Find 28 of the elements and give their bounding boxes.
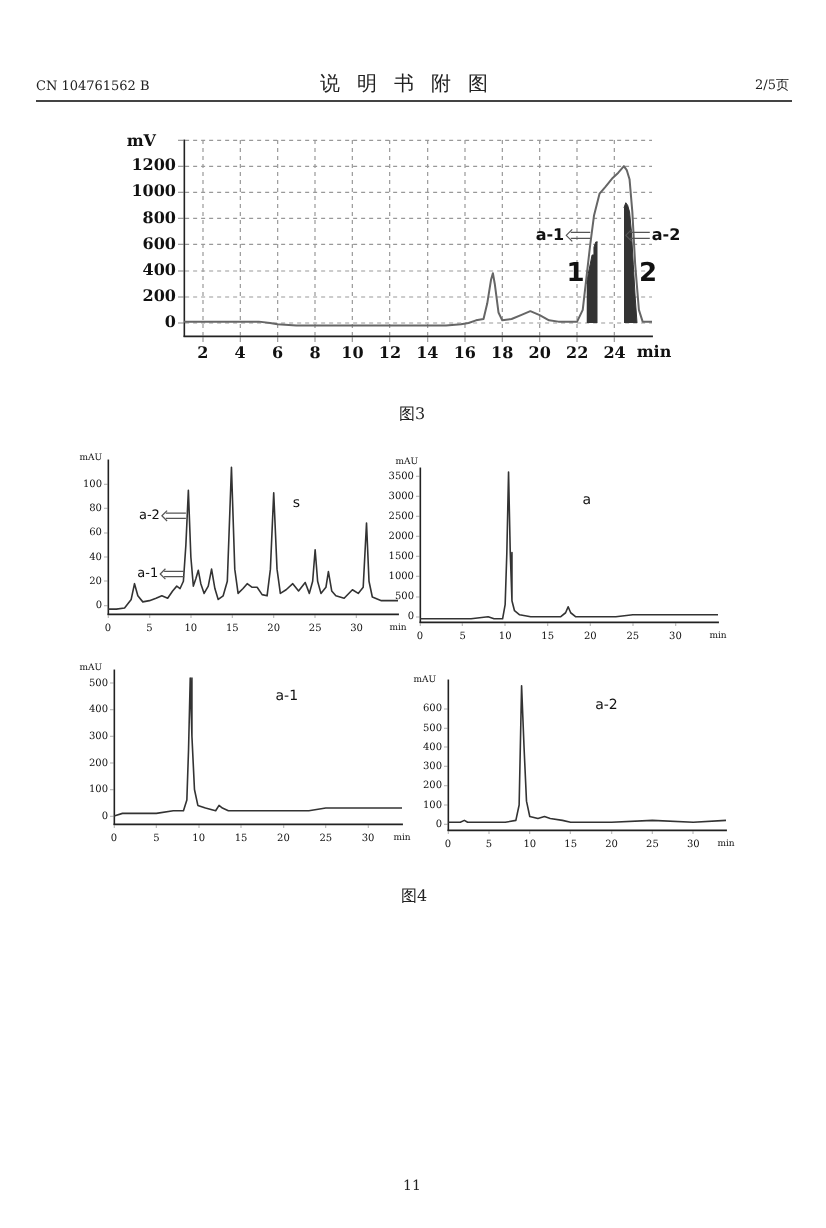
x-tick-label: 4 [233,342,246,363]
y-tick-label: 1200 [130,154,177,175]
series-label: 1 [565,259,584,290]
y-tick-label: 200 [141,285,177,306]
text: 说明书附图 [319,71,505,98]
x-tick-label: 12 [377,342,401,363]
x-tick-label: 6 [271,342,284,363]
x-tick-label: 8 [308,342,321,363]
x-tick-label: 18 [490,342,514,363]
y-tick-label: 400 [141,259,177,280]
y-tick-label: 0 [164,311,177,332]
x-tick-label: 16 [452,342,476,363]
y-axis-title: mV [125,130,157,151]
annotation: a-1 [534,226,565,245]
caption: 图4 [400,885,428,907]
x-tick-label: 22 [565,342,588,363]
x-tick-label: 10 [340,342,364,363]
y-tick-label: 800 [141,207,177,228]
y-tick-label: 1000 [130,181,177,202]
annotation: a-2 [650,226,680,245]
caption: 图3 [398,403,426,425]
x-tick-label: 20 [527,342,551,363]
y-tick-label: 600 [141,233,177,254]
x-tick-label: 24 [602,342,626,363]
series-label: 2 [638,259,657,290]
x-tick-label: 14 [415,342,439,363]
x-tick-label: 2 [196,342,208,363]
x-axis-title: min [635,341,671,362]
